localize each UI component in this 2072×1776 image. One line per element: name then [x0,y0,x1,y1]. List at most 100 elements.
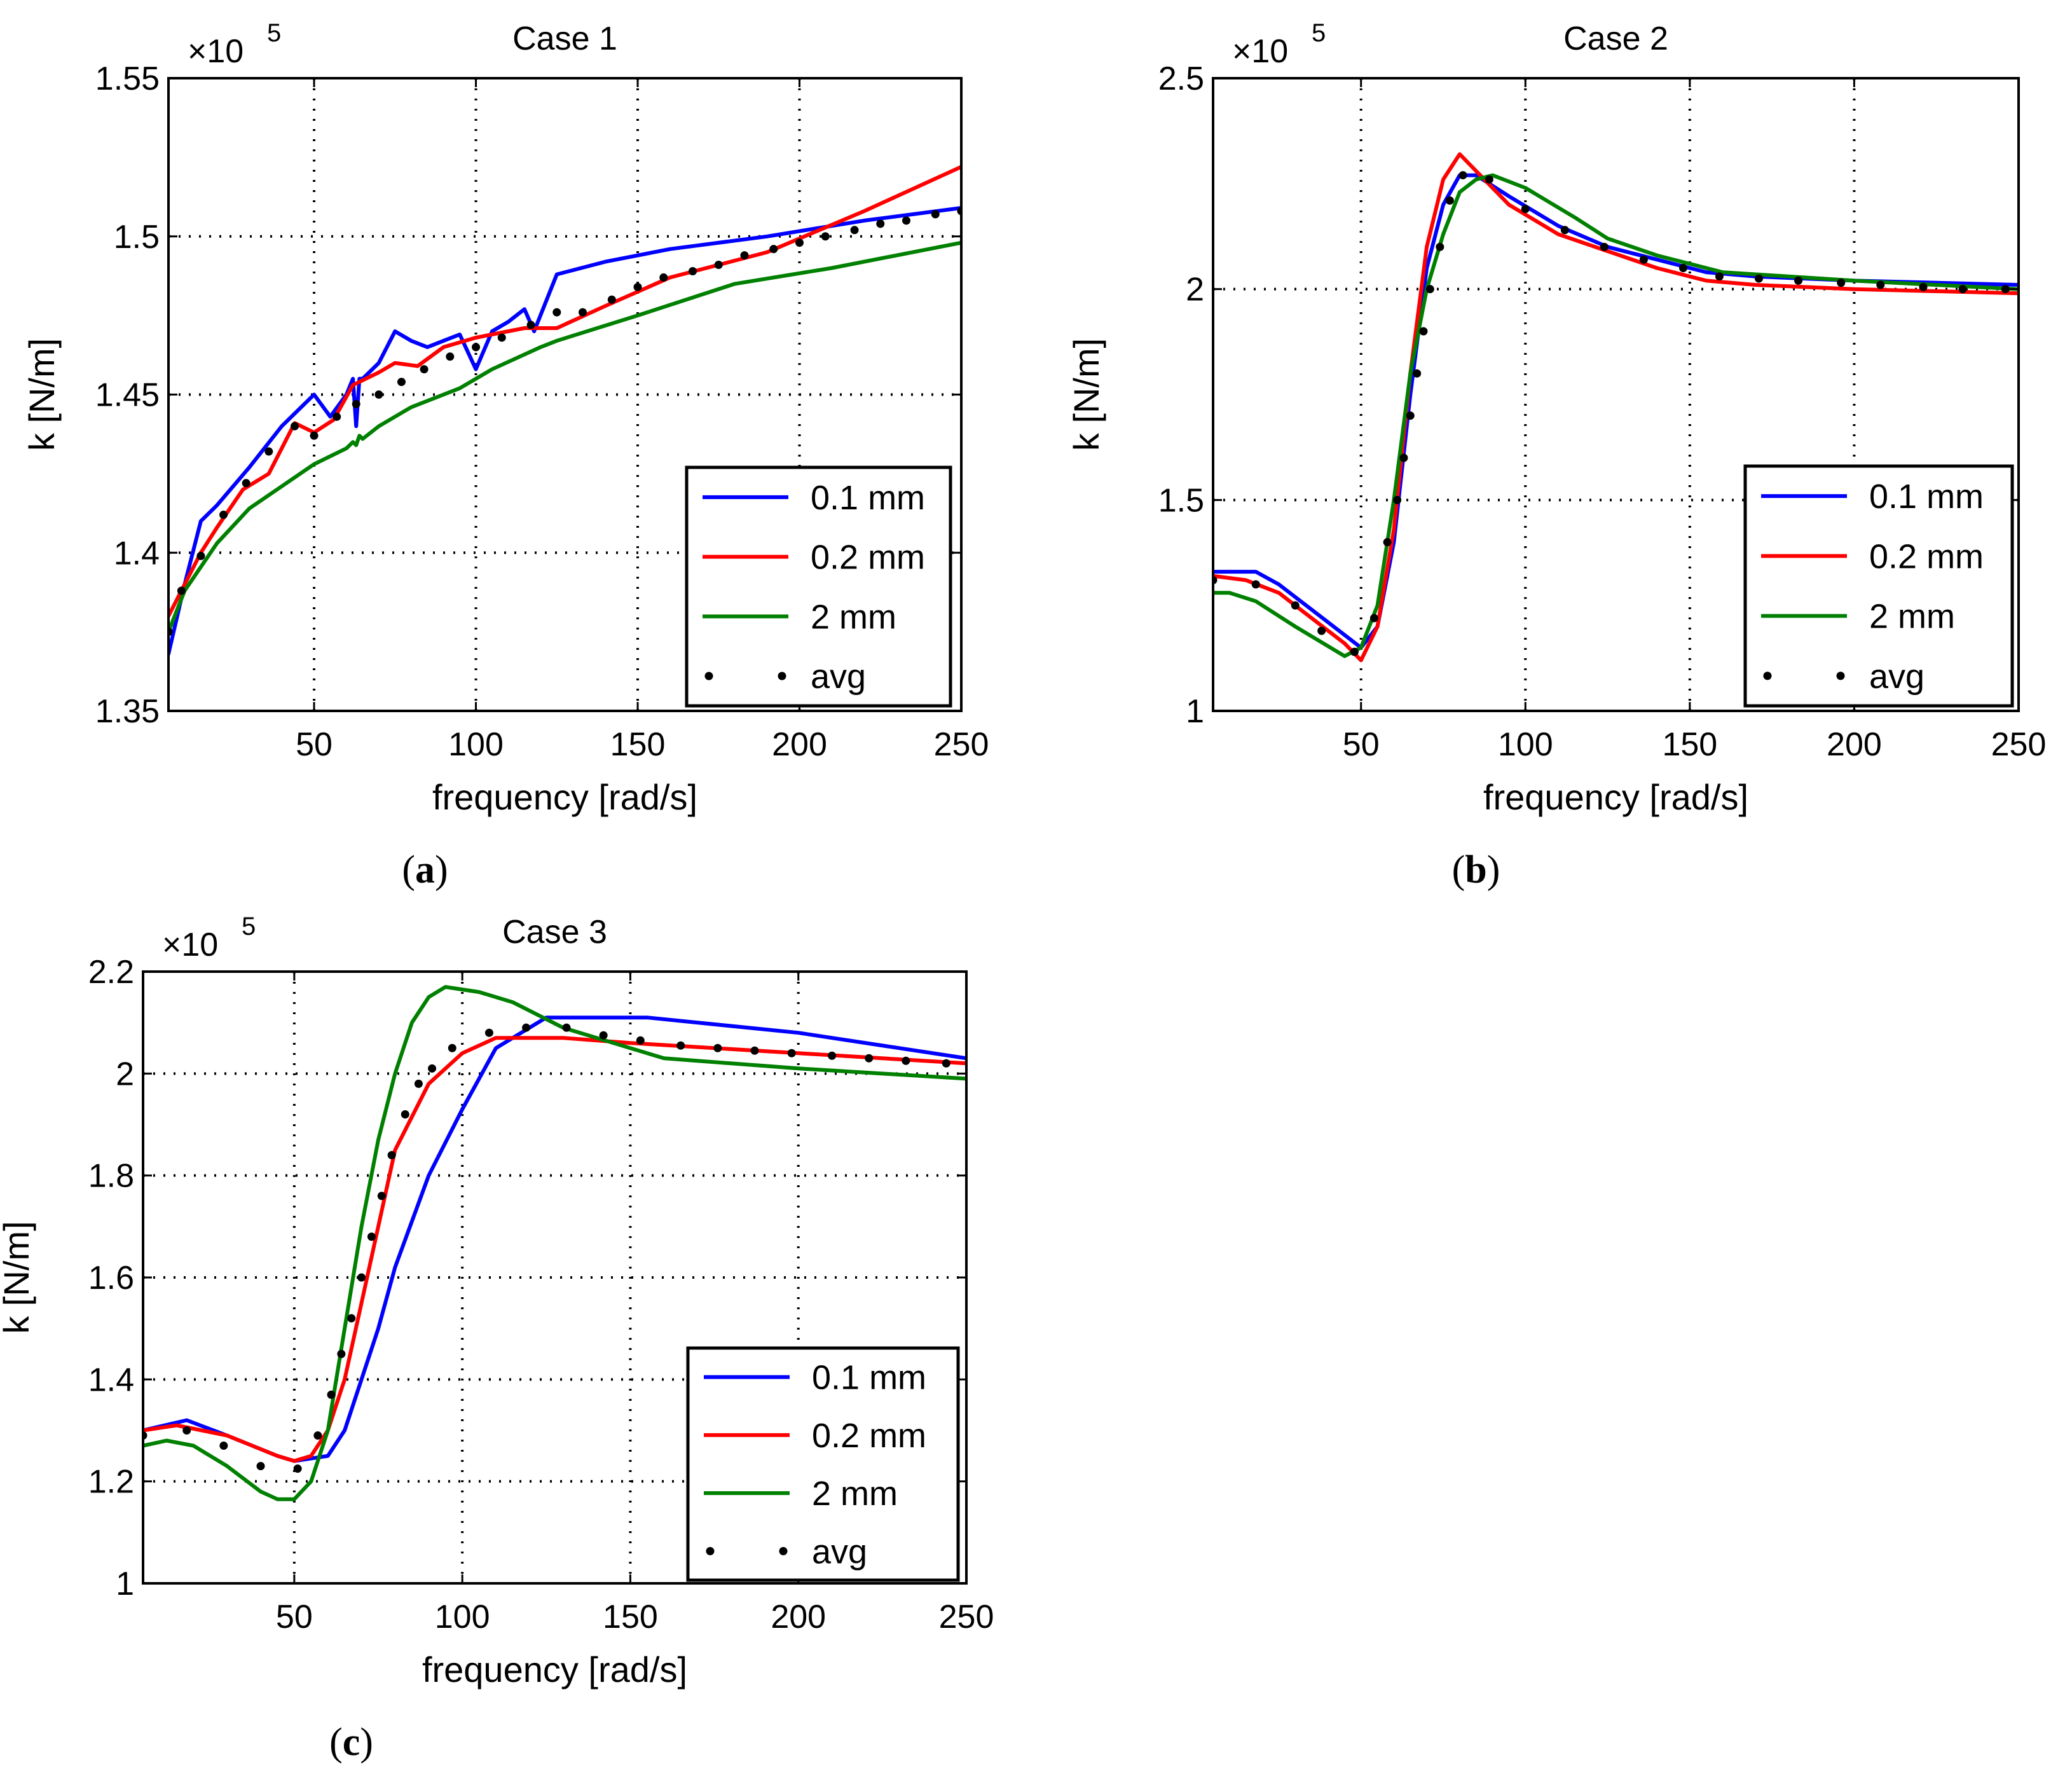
x-tick-label: 150 [603,1599,658,1635]
avg-data-point [1406,411,1415,420]
x-tick-label: 150 [1662,726,1717,763]
y-scale-exponent: 5 [267,19,281,47]
avg-data-point [740,251,749,260]
legend: 0.1 mm 0.2 mm 2 mm avg [686,1346,960,1582]
y-tick-label: 1.6 [88,1260,134,1297]
y-tick-label: 1.5 [114,219,160,256]
avg-data-point [1958,285,1967,294]
avg-data-point [448,1043,456,1052]
series-0-2-mm-line [1213,152,2019,663]
avg-data-point [182,1426,191,1435]
avg-data-point [1425,285,1434,294]
avg-data-point [1794,276,1803,285]
legend-entry-label: 2 mm [1869,598,1955,636]
avg-data-point [177,586,186,595]
avg-data-point [526,320,535,329]
avg-data-point [787,1049,796,1057]
avg-data-point [401,1110,409,1119]
y-tick-label: 1.4 [88,1361,134,1398]
legend-box [1743,464,2014,708]
y-scale-exponent: 5 [1312,19,1326,47]
chart-case-3: 50 100 150 200 250 1 1.2 1.4 1.6 1.8 2 2.2 ×10 5 Case … [0,912,994,1764]
avg-data-point [347,1314,356,1323]
y-scale-multiplier: ×10 [1232,33,1288,70]
legend-entry-label: 0.2 mm [812,1417,926,1455]
legend-entry-label: avg [1869,657,1924,696]
series-0-1-mm-line [168,206,961,656]
avg-data-point [828,1051,837,1060]
y-tick-label: 1.55 [95,60,160,97]
avg-data-point [397,378,406,387]
y-scale-multiplier: ×10 [162,926,218,963]
avg-data-point [1600,242,1609,251]
x-tick-label: 150 [610,726,666,763]
avg-data-point [1485,175,1493,184]
y-tick-label: 1.2 [88,1464,134,1501]
avg-data-point [931,210,940,219]
avg-data-point [264,447,273,456]
avg-data-point [599,1031,608,1040]
avg-data-point [769,245,778,254]
avg-data-point [446,352,455,361]
legend-marker-avg [1763,671,1772,680]
series-avg [1213,171,2010,656]
y-tick-label: 1.4 [114,535,160,572]
x-tick-label: 50 [276,1599,313,1635]
x-tick-label: 200 [1827,726,1882,763]
avg-data-point [750,1046,759,1055]
series-0-2-mm-line [168,165,961,618]
avg-data-point [367,1232,376,1241]
panel-label: (c) [329,1721,373,1764]
chart-case-2: 50 100 150 200 250 1 1.5 2 2.5 ×10 5 Case 2 frequenc… [1066,19,2046,891]
x-tick-label: 50 [1343,726,1380,763]
avg-data-point [337,1349,346,1358]
avg-data-point [1383,538,1392,547]
series-group [143,985,966,1501]
y-tick-label: 1 [116,1566,134,1602]
y-axis-label: k [N/m] [1066,338,1106,451]
legend-entry-label: 0.2 mm [1869,537,1984,575]
y-scale-multiplier: ×10 [188,33,244,70]
y-tick-label: 2 [1186,272,1204,308]
avg-data-point [850,226,859,235]
avg-data-point [333,412,341,421]
legend-marker-avg [706,1546,715,1555]
avg-data-point [902,216,910,225]
y-axis-label: k [N/m] [22,338,62,451]
avg-data-point [689,266,697,275]
avg-data-point [293,1464,302,1473]
avg-data-point [414,1079,423,1088]
avg-data-point [374,390,383,399]
x-tick-label: 250 [934,726,989,763]
avg-data-point [795,238,804,247]
x-axis-label: frequency [rad/s] [432,777,697,817]
y-tick-label: 1.35 [95,693,160,730]
x-axis-label: frequency [rad/s] [422,1649,687,1690]
avg-data-point [1458,171,1467,180]
legend-entry-label: 2 mm [812,1475,898,1513]
legend-entry-label: avg [812,1532,867,1571]
legend-box [686,1346,960,1582]
avg-data-point [578,308,587,317]
x-tick-label: 250 [939,1599,994,1635]
legend-entry-label: 2 mm [811,598,896,636]
avg-data-point [1413,369,1422,378]
avg-data-point [1876,280,1885,289]
avg-data-point [1445,196,1454,205]
y-tick-label: 2.5 [1158,60,1204,97]
legend-marker-avg [704,671,713,680]
x-tick-label: 200 [772,726,827,763]
avg-data-point [428,1064,437,1073]
avg-data-point [219,511,228,520]
avg-data-point [865,1054,874,1063]
avg-data-point [196,551,205,560]
avg-data-point [1679,264,1688,272]
series-group [168,165,961,656]
x-tick-label: 100 [448,726,504,763]
series-group [1213,152,2019,663]
y-tick-label: 1.5 [1158,482,1204,519]
avg-data-point [1521,205,1530,214]
avg-data-point [821,232,830,241]
avg-data-point [607,295,616,304]
